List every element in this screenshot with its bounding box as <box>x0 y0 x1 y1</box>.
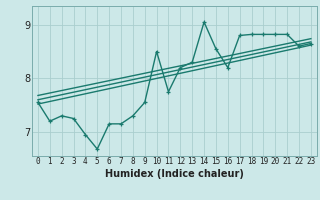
X-axis label: Humidex (Indice chaleur): Humidex (Indice chaleur) <box>105 169 244 179</box>
